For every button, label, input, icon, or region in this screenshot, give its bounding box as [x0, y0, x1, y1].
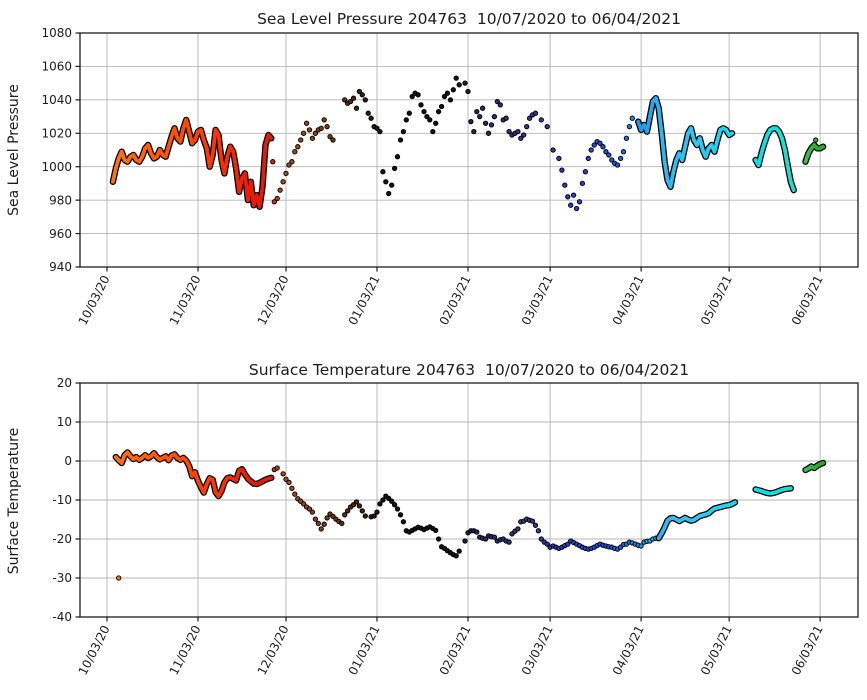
- temperature-plot-area: -40 -30 -20 -10 0 10 20 10/03/20 11/03/20 12/03/2…: [52, 376, 859, 677]
- y-tick-label: 1020: [41, 126, 72, 140]
- y-tick-label: 1040: [41, 93, 72, 107]
- y-tick-label: 980: [49, 193, 72, 207]
- series-segment-apr-dense: [635, 95, 736, 190]
- data-series: [109, 75, 827, 212]
- x-tick-label: 10/03/20: [76, 623, 113, 677]
- x-tick-label: 04/03/21: [610, 273, 647, 327]
- gridlines: [80, 32, 858, 268]
- y-tick-label: 940: [49, 260, 72, 274]
- y-tick-label: 1060: [41, 60, 72, 74]
- series-segment-jun-dot: [813, 137, 819, 143]
- x-tick-label: 11/03/20: [167, 623, 204, 677]
- x-tick-label: 05/03/21: [698, 273, 735, 327]
- surface-temperature-chart: Surface Temperature 204763 10/07/2020 to…: [0, 350, 867, 700]
- y-tick-label: -30: [52, 571, 72, 585]
- temperature-chart-title: Surface Temperature 204763 10/07/2020 to…: [249, 361, 689, 379]
- gridlines: [80, 382, 858, 618]
- y-tick-label: 1000: [41, 160, 72, 174]
- x-tick-label: 02/03/21: [437, 273, 474, 327]
- x-tick-label: 11/03/20: [167, 273, 204, 327]
- series-segment-mar-dots: [538, 115, 635, 212]
- y-tick-label: -40: [52, 610, 72, 624]
- x-tick-label: 05/03/21: [698, 623, 735, 677]
- x-tick-label: 03/03/21: [519, 273, 556, 327]
- series-segment-jan-dots: [365, 75, 462, 197]
- y-tick-label: 0: [64, 454, 72, 468]
- y-tick-label: 960: [49, 227, 72, 241]
- y-tick-label: -10: [52, 493, 72, 507]
- x-tick-label: 12/03/20: [255, 273, 292, 327]
- series-segment-mar-dots: [538, 534, 662, 552]
- series-segment-dec-dots: [270, 88, 368, 205]
- series-segment-feb-dots: [462, 516, 542, 545]
- x-tick-label: 02/03/21: [437, 623, 474, 677]
- data-series: [112, 449, 827, 581]
- y-tick-label: 1080: [41, 26, 72, 40]
- sea-level-pressure-chart: Sea Level Pressure 204763 10/07/2020 to …: [6, 10, 859, 327]
- series-segment-oct-nov-dense: [112, 449, 275, 500]
- series-segment-may-dense: [752, 485, 794, 497]
- series-segment-feb-dots: [462, 80, 539, 141]
- series-segment-outlier-dot: [116, 575, 122, 581]
- series-segment-jan-dots: [368, 493, 462, 559]
- series-segment-jun-dense: [802, 141, 827, 165]
- temperature-y-axis-label: Surface Temperature: [6, 428, 22, 574]
- series-segment-may-dense: [752, 125, 797, 194]
- pressure-plot-area: 940 960 980 1000 1020 1040 1060 1080 10/03/20 11/…: [41, 26, 859, 327]
- pressure-chart-title: Sea Level Pressure 204763 10/07/2020 to …: [257, 10, 681, 28]
- series-segment-oct-nov-dense: [109, 116, 275, 210]
- x-tick-label: 01/03/21: [346, 273, 383, 327]
- axes-frame: 940 960 980 1000 1020 1040 1060 1080 10/03/20 11/…: [41, 26, 859, 327]
- x-tick-label: 12/03/20: [255, 623, 292, 677]
- x-tick-label: 03/03/21: [519, 623, 556, 677]
- y-tick-label: -20: [52, 532, 72, 546]
- x-tick-label: 06/03/21: [789, 273, 826, 327]
- series-segment-dec-dots: [271, 465, 368, 532]
- y-tick-label: 10: [57, 415, 72, 429]
- axes-frame: -40 -30 -20 -10 0 10 20 10/03/20 11/03/20 12/03/2…: [52, 376, 859, 677]
- x-tick-label: 06/03/21: [789, 623, 826, 677]
- series-segment-apr-dense: [655, 499, 739, 542]
- series-segment-jun-dense: [802, 459, 827, 474]
- x-tick-label: 04/03/21: [610, 623, 647, 677]
- x-tick-label: 01/03/21: [346, 623, 383, 677]
- x-tick-label: 10/03/20: [76, 273, 113, 327]
- pressure-y-axis-label: Sea Level Pressure: [6, 84, 22, 216]
- y-tick-label: 20: [57, 376, 72, 390]
